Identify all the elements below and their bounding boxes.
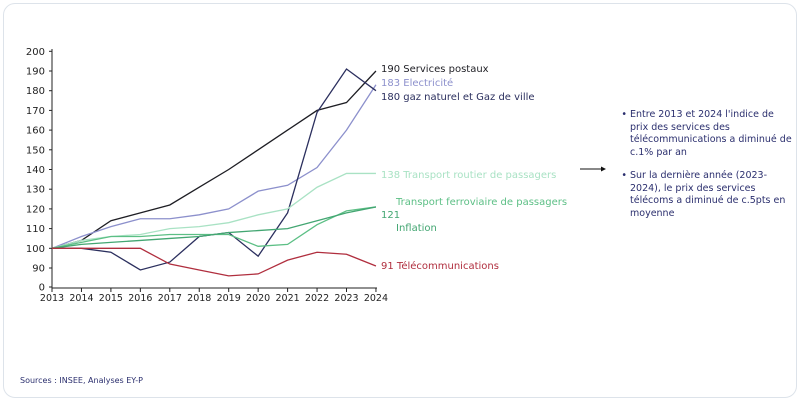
y-tick-label: 200 <box>26 47 45 58</box>
x-tick-label: 2015 <box>99 293 123 304</box>
source-note: Sources : INSEE, Analyses EY-P <box>20 376 143 385</box>
series-line-t-l-communications <box>52 247 377 277</box>
y-tick-label: 190 <box>26 67 45 78</box>
y-tick-label: 150 <box>26 145 45 156</box>
x-tick-label: 2017 <box>158 293 182 304</box>
y-tick-label: 0 <box>39 283 45 294</box>
label-transport-routier: 138 Transport routier de passagers <box>381 170 557 181</box>
x-tick-label: 2020 <box>246 293 270 304</box>
x-tick-label: 2021 <box>276 293 300 304</box>
x-tick-label: 2022 <box>305 293 329 304</box>
y-tick-label: 170 <box>26 106 45 117</box>
y-tick-label: 120 <box>26 204 45 215</box>
label-services-postaux: 190 Services postaux <box>381 64 489 75</box>
series-line-electricit- <box>51 84 377 249</box>
note-2: Sur la dernière année (2023-2024), le pr… <box>630 170 792 220</box>
label-electricite: 183 Electricité <box>381 78 454 89</box>
y-tick-label: 130 <box>26 185 45 196</box>
label-inflation: Inflation <box>396 223 437 234</box>
x-tick-label: 2014 <box>69 293 93 304</box>
y-tick-label: 100 <box>26 244 45 255</box>
label-gaz: 180 gaz naturel et Gaz de ville <box>381 92 535 103</box>
x-tick-label: 2019 <box>217 293 241 304</box>
label-transport-ferroviaire: Transport ferroviaire de passagers <box>396 197 568 208</box>
y-tick-label: 180 <box>26 86 45 97</box>
arrow-head <box>601 166 606 172</box>
label-121: 121 <box>381 210 401 221</box>
y-tick-label: 160 <box>26 126 45 137</box>
note-1: Entre 2013 et 2024 l'indice de prix des … <box>630 109 792 159</box>
x-tick-label: 2016 <box>128 293 152 304</box>
label-telecommunications: 91 Télécommunications <box>381 261 499 272</box>
series-line-services-postaux <box>51 70 377 249</box>
x-tick-label: 2018 <box>187 293 211 304</box>
x-tick-label: 2013 <box>40 293 64 304</box>
x-tick-label: 2024 <box>364 293 388 304</box>
y-tick-label: 90 <box>32 264 45 275</box>
series-line-inflation <box>51 206 377 249</box>
y-tick-label: 140 <box>26 165 45 176</box>
x-tick-label: 2023 <box>334 293 358 304</box>
card-border <box>3 3 797 398</box>
series-line-transport-routier-de-passagers <box>51 172 376 249</box>
y-tick-label: 110 <box>26 224 45 235</box>
series-line-gaz-naturel-et-gaz-de-ville <box>52 68 377 271</box>
key-takeaways: Entre 2013 et 2024 l'indice de prix des … <box>622 109 792 231</box>
